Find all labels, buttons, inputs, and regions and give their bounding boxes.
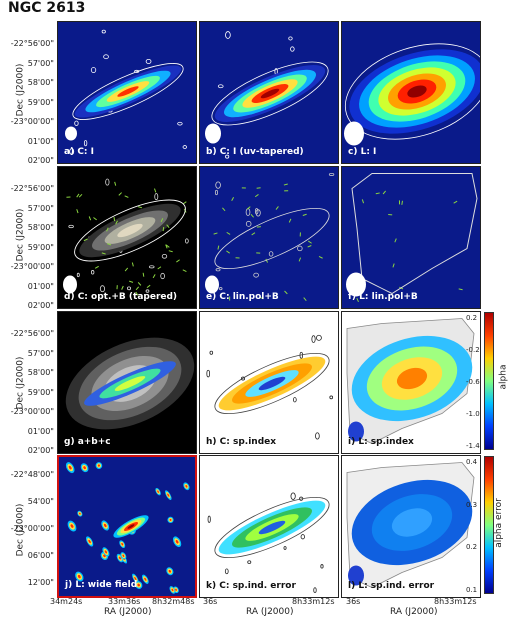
panel-i: i) L: sp.index (341, 311, 481, 454)
panel-f: f) L: lin.pol+B (341, 166, 481, 309)
panel-b-image (205, 31, 329, 159)
y-tick-label: -22°56'00" (10, 329, 54, 338)
y-tick-label: 02'00" (27, 301, 54, 310)
panel-h-label: h) C: sp.index (206, 437, 277, 447)
panel-f-label: f) L: lin.pol+B (348, 292, 418, 302)
panel-l-label: l) L: sp.ind. error (348, 581, 435, 591)
panel-h-image (206, 334, 334, 440)
panel-g-image (65, 337, 195, 430)
y-tick-label: -23°00'00" (10, 117, 54, 126)
colorbar-tick: -0.6 (466, 378, 480, 386)
y-tick-label: 54'00" (27, 497, 54, 506)
panel-b-label: b) C: I (uv-tapered) (206, 147, 304, 157)
colorbar-tick: -1.4 (466, 442, 480, 450)
panel-c-label: c) L: I (348, 147, 377, 157)
colorbar-tick: 0.2 (466, 314, 478, 322)
panel-j-label: j) L: wide field (65, 580, 138, 590)
colorbar-tick: -1.0 (466, 410, 480, 418)
x-tick-col3-0: 36s (346, 597, 361, 606)
y-tick-label: 01'00" (27, 281, 54, 291)
x-tick-col1-0: 34m24s (50, 597, 83, 606)
y-tick-label: 12'00" (27, 578, 54, 587)
y-axis-label-row3: Dec (J2000) (15, 356, 26, 410)
figure-title: NGC 2613 (8, 0, 86, 16)
y-tick-label: 58'00" (27, 368, 54, 377)
colorbar-tick: 0.1 (466, 586, 478, 594)
y-tick-label: 02'00" (27, 446, 54, 455)
panel-k: k) C: sp.ind. error (199, 455, 339, 598)
x-tick-col1-1: 33m36s (108, 597, 141, 606)
y-tick-label: 01'00" (27, 136, 54, 146)
y-tick-label: 57'00" (27, 58, 54, 68)
panel-a: a) C: I (57, 21, 197, 164)
panel-c-image (344, 43, 480, 146)
panel-d-image (63, 178, 189, 296)
panel-g-label: g) a+b+c (64, 437, 111, 447)
panel-j: j) L: wide field (57, 455, 197, 598)
panel-d: d) C: opt.+B (tapered) (57, 166, 197, 309)
y-tick-label: 06'00" (27, 551, 54, 560)
alpha-colorbar-label: alpha (498, 364, 509, 390)
panel-f-image (346, 173, 478, 303)
y-tick-label: 01'00" (27, 426, 54, 436)
y-tick-label: -22°56'00" (10, 184, 54, 193)
colorbar-tick: 0.2 (466, 543, 478, 552)
panel-k-image (207, 492, 330, 593)
panel-e-label: e) C: lin.pol+B (206, 292, 279, 302)
panel-k-label: k) C: sp.ind. error (206, 581, 296, 591)
alpha-colorbar (484, 312, 494, 450)
y-axis-label-row2: Dec (J2000) (15, 208, 26, 262)
panel-i-image (346, 318, 475, 444)
panel-d-label: d) C: opt.+B (tapered) (64, 292, 178, 302)
alpha-error-colorbar (484, 456, 494, 594)
y-tick-label: -23°00'00" (10, 262, 54, 271)
y-tick-label: 57'00" (27, 348, 54, 358)
colorbar-tick: 0.3 (466, 500, 478, 509)
x-tick-col3-1: 8h33m12s (434, 597, 477, 606)
y-tick-label: 58'00" (27, 223, 54, 232)
x-tick-col2-1: 8h33m12s (292, 597, 335, 606)
panel-a-label: a) C: I (64, 147, 95, 157)
y-tick-label: 59'00" (27, 97, 54, 107)
panel-b: b) C: I (uv-tapered) (199, 21, 339, 164)
y-tick-label: 58'00" (27, 78, 54, 87)
y-tick-label: 57'00" (27, 203, 54, 213)
panel-l: l) L: sp.ind. error (341, 455, 481, 598)
x-tick-col2-0: 36s (203, 597, 218, 606)
panel-l-image (346, 462, 475, 588)
panel-h: h) C: sp.index (199, 311, 339, 454)
x-tick-col1-2: 8h32m48s (152, 597, 195, 606)
panel-e-image (205, 172, 335, 301)
y-tick-label: 59'00" (27, 242, 54, 252)
y-tick-label: -23°00'00" (10, 407, 54, 416)
y-tick-label: -23°00'00" (10, 524, 54, 533)
colorbar-tick: -0.2 (466, 346, 480, 354)
panel-c: c) L: I (341, 21, 481, 164)
colorbar-tick: 0.4 (466, 458, 478, 466)
x-axis-label-col2: RA (J2000) (246, 607, 294, 617)
y-axis-label-row1: Dec (J2000) (15, 63, 26, 117)
panel-a-image (65, 29, 188, 155)
panel-g: g) a+b+c (57, 311, 197, 454)
y-tick-label: -22°48'00" (10, 470, 54, 479)
y-tick-label: 02'00" (27, 156, 54, 165)
y-tick-label: 59'00" (27, 387, 54, 397)
panel-i-label: i) L: sp.index (348, 437, 414, 447)
panel-j-image (65, 462, 190, 594)
x-axis-label-col3: RA (J2000) (390, 607, 438, 617)
panel-e: e) C: lin.pol+B (199, 166, 339, 309)
y-tick-label: -22°56'00" (10, 39, 54, 48)
alpha-error-colorbar-label: alpha error (493, 498, 504, 548)
x-axis-label-col1: RA (J2000) (104, 607, 152, 617)
